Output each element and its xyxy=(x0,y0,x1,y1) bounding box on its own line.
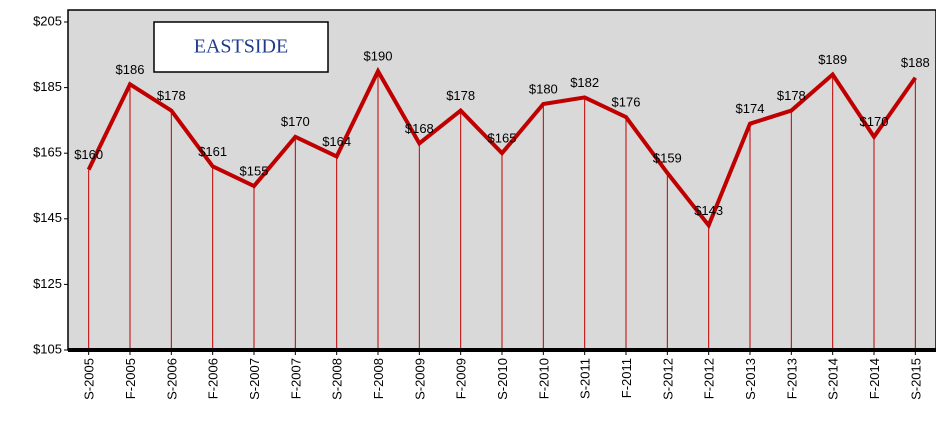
data-label: $161 xyxy=(198,144,227,159)
y-tick-label: $165 xyxy=(33,145,62,160)
x-tick-label: F-2010 xyxy=(536,358,551,399)
line xyxy=(86,66,917,230)
data-label: $164 xyxy=(322,134,351,149)
y-tick-label: $145 xyxy=(33,210,62,225)
data-label: $178 xyxy=(777,88,806,103)
data-label: $174 xyxy=(736,101,765,116)
x-tick-label: S-2013 xyxy=(743,358,758,400)
x-tick-label: F-2014 xyxy=(867,358,882,399)
data-label: $180 xyxy=(529,81,558,96)
y-tick-label: $185 xyxy=(33,79,62,94)
x-tick-label: F-2007 xyxy=(288,358,303,399)
data-label: $188 xyxy=(901,55,930,70)
y-tick-label: $105 xyxy=(33,341,62,356)
y-tick-label: $205 xyxy=(33,13,62,28)
data-label: $168 xyxy=(405,121,434,136)
data-label: $189 xyxy=(818,52,847,67)
x-tick-label: S-2014 xyxy=(826,358,841,400)
x-tick-label: F-2013 xyxy=(784,358,799,399)
x-tick-label: S-2010 xyxy=(495,358,510,400)
x-tick-label: S-2015 xyxy=(908,358,923,400)
x-tick-label: S-2012 xyxy=(660,358,675,400)
x-tick-label: F-2006 xyxy=(206,358,221,399)
data-label: $186 xyxy=(116,62,145,77)
chart-title: EASTSIDE xyxy=(194,36,288,58)
x-tick-label: S-2007 xyxy=(247,358,262,400)
x-tick-label: F-2008 xyxy=(371,358,386,399)
x-tick-label: S-2006 xyxy=(164,358,179,400)
data-label: $160 xyxy=(74,147,103,162)
data-label: $155 xyxy=(240,163,269,178)
y-tick-label: $125 xyxy=(33,276,62,291)
data-label: $178 xyxy=(157,88,186,103)
x-tick-label: F-2009 xyxy=(454,358,469,399)
data-label: $165 xyxy=(488,131,517,146)
data-label: $170 xyxy=(281,114,310,129)
x-tick-label: S-2008 xyxy=(330,358,345,400)
data-label: $178 xyxy=(446,88,475,103)
x-tick-label: S-2009 xyxy=(412,358,427,400)
data-label: $170 xyxy=(860,114,889,129)
data-label: $182 xyxy=(570,75,599,90)
data-label: $190 xyxy=(364,49,393,64)
x-tick-label: S-2011 xyxy=(578,358,593,399)
title-box xyxy=(153,21,329,73)
data-label: $159 xyxy=(653,150,682,165)
x-tick-label: F-2005 xyxy=(123,358,138,399)
data-label: $176 xyxy=(612,95,641,110)
x-tick-label: F-2012 xyxy=(702,358,717,399)
data-label: $143 xyxy=(694,203,723,218)
x-tick-label: S-2005 xyxy=(82,358,97,400)
x-tick-label: F-2011 xyxy=(619,358,634,398)
